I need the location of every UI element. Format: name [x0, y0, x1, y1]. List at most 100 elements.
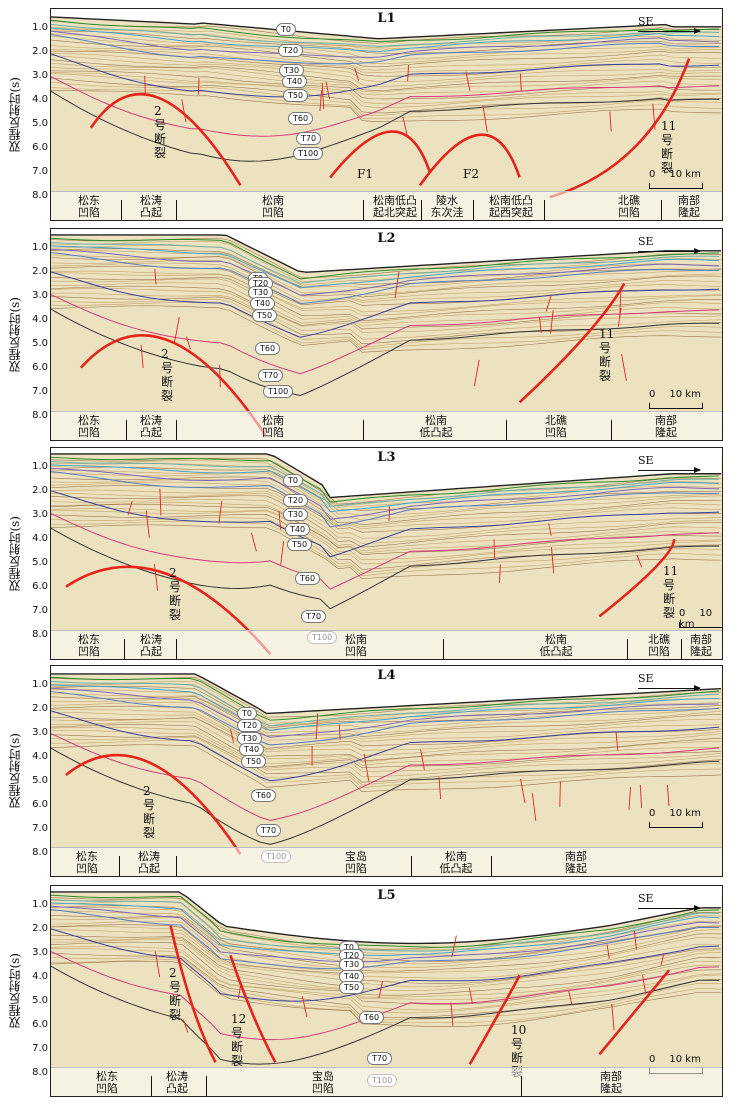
reflector-texture: [51, 292, 722, 340]
unit-separator: [176, 200, 177, 220]
horizon-label: T50: [287, 538, 313, 551]
y-tick-label: 8.0: [32, 1067, 48, 1078]
reflector-texture: [51, 698, 722, 741]
direction-indicator: SE: [638, 672, 701, 691]
scale-start-label: 0: [649, 169, 656, 180]
fault-F1-label: F1: [357, 167, 373, 181]
minor-fault-line: [140, 344, 144, 369]
horizon-label: T60: [295, 572, 321, 585]
reflector-texture: [51, 941, 722, 1005]
reflector-texture: [51, 87, 722, 120]
minor-fault-line: [642, 975, 647, 994]
y-tick-label: 5.0: [32, 557, 48, 568]
profile-panel-l3: 双程反射时(s) 1.0 2.0 3.0 4.0 5.0 6.0 7.0 8.0 L3 SE T0 T2…: [0, 447, 731, 660]
minor-fault-line: [407, 64, 409, 82]
scale-bar: 0 10 km: [649, 169, 703, 189]
y-tick-label: 2.0: [32, 266, 48, 277]
profile-panel-l2: 双程反射时(s)1.02.03.04.05.06.07.08.0L2SET0T2…: [0, 228, 731, 441]
reflector-texture: [51, 272, 722, 316]
horizon-line-t70: [51, 294, 720, 375]
scale-end-label: 10 km: [669, 808, 701, 819]
scale-end-label: 10 km: [679, 608, 713, 630]
y-axis-label: 双程反射时(s): [7, 296, 22, 373]
fault-11-label: 11 号 断 裂: [661, 119, 677, 175]
scale-bar-line: [649, 822, 703, 828]
reflector-texture: [51, 693, 722, 734]
horizon-line-t100: [51, 747, 720, 845]
direction-label: SE: [638, 454, 654, 467]
reflector-texture: [51, 476, 722, 525]
y-tick-label: 6.0: [32, 581, 48, 592]
minor-fault-line: [145, 510, 150, 538]
unit-separator: [473, 200, 474, 220]
minor-fault-line: [652, 103, 656, 130]
horizon-line-t40: [51, 687, 720, 738]
seafloor-line: [51, 16, 722, 40]
horizon-line-t40: [51, 30, 720, 58]
reflector-texture: [51, 495, 722, 548]
reflector-texture: [51, 262, 722, 304]
y-tick-label: 1.0: [32, 899, 48, 910]
reflector-texture: [51, 504, 722, 555]
reflector-texture: [51, 905, 722, 962]
minor-fault-line: [550, 310, 554, 334]
reflector-texture: [51, 492, 722, 544]
horizon-label: T0: [283, 474, 303, 487]
reflector-texture: [51, 934, 722, 996]
y-tick-label: 7.0: [32, 386, 48, 397]
minor-fault-line: [319, 90, 323, 111]
unit-label: 松涛 凸起: [166, 1070, 188, 1095]
minor-fault-line: [338, 724, 341, 740]
horizon-line-t60: [51, 710, 720, 782]
seafloor-line: [51, 891, 722, 945]
fault-11-label: 11 号 断 裂: [663, 564, 679, 620]
scale-end-label: 10 km: [669, 389, 701, 400]
unit-label: 松涛 凸起: [138, 850, 160, 875]
reflector-texture: [51, 302, 722, 350]
seafloor-line: [51, 453, 722, 499]
tectonic-units: 松东 凹陷 松涛 凸起 宝岛 凹陷 松南 低凸起 南部 隆起: [51, 847, 722, 876]
reflector-texture: [51, 929, 722, 991]
minor-fault-line: [660, 952, 665, 966]
y-tick-label: 7.0: [32, 166, 48, 177]
tectonic-units: 松东 凹陷 松涛 凸起 松南 凹陷 松南 低凸起 北礁 凹陷 南部 隆起: [51, 630, 722, 659]
minor-fault-line: [473, 359, 480, 387]
panel-title: L2: [377, 231, 396, 246]
fault-line: [598, 969, 671, 1056]
horizon-line-t50: [51, 471, 720, 528]
horizon-line-t50: [51, 691, 720, 746]
reflector-texture: [51, 524, 722, 580]
water-column: [51, 448, 722, 498]
unit-label: 松东 凹陷: [78, 194, 100, 219]
fault-2-label: 2 号 断 裂: [154, 104, 167, 160]
reflector-texture: [51, 48, 722, 73]
reflector-texture: [51, 299, 722, 348]
reflector-texture: [51, 248, 722, 288]
horizon-line-t40: [51, 248, 720, 296]
scale-end-label: 10 km: [669, 169, 701, 180]
horizon-line-t60: [51, 53, 720, 98]
horizon-line-t40: [51, 905, 720, 963]
horizon-line-t50: [51, 909, 720, 970]
unit-label: 北礁 凹陷: [545, 414, 567, 439]
minor-fault-line: [465, 71, 471, 91]
unit-label: 松涛 凸起: [140, 633, 162, 658]
horizon-line-t20: [51, 23, 720, 47]
minor-fault-line: [628, 787, 632, 810]
minor-fault-line: [451, 935, 457, 958]
minor-fault-line: [363, 753, 370, 782]
scale-bar: 0 10 km: [649, 389, 703, 409]
fault-11-label: 11 号 断 裂: [599, 327, 615, 383]
minor-fault-line: [498, 564, 501, 583]
unit-separator: [661, 200, 662, 220]
fault-2-label: 2 号 断 裂: [161, 347, 174, 403]
scale-bar: 0 10 km: [649, 808, 703, 828]
reflector-texture: [51, 711, 722, 756]
reflector-texture: [51, 517, 722, 574]
unit-label: 松南 凹陷: [345, 633, 367, 658]
reflector-texture: [51, 472, 722, 521]
unit-separator: [421, 200, 422, 220]
minor-fault-line: [181, 99, 187, 123]
reflector-texture: [51, 959, 722, 1023]
minor-fault-line: [159, 488, 162, 516]
